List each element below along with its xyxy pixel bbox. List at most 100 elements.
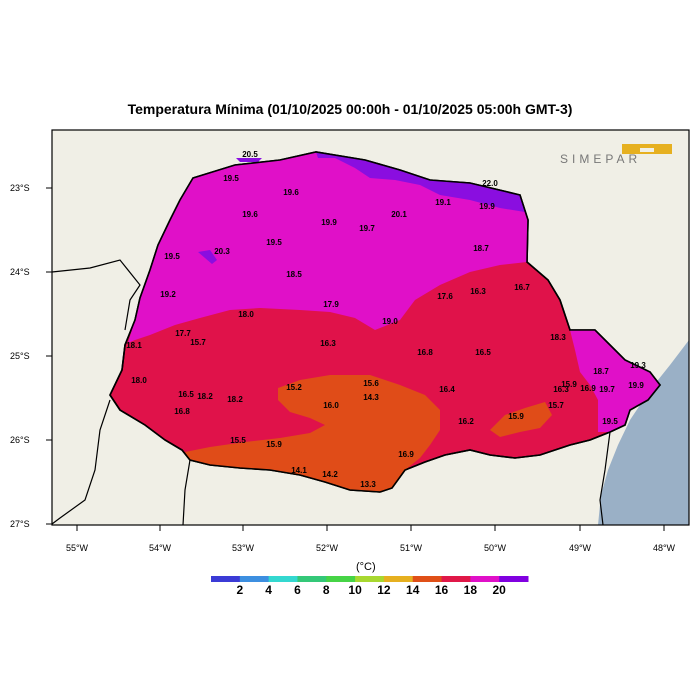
colorbar-label: 14: [406, 583, 420, 597]
station-value: 15.6: [363, 379, 379, 388]
colorbar-segment: [211, 576, 241, 582]
station-value: 18.7: [593, 367, 609, 376]
station-value: 22.0: [482, 179, 498, 188]
map-title: Temperatura Mínima (01/10/2025 00:00h - …: [127, 101, 573, 117]
ocean: [598, 340, 689, 525]
colorbar-label: 12: [377, 583, 391, 597]
station-value: 18.1: [126, 341, 142, 350]
station-value: 16.9: [580, 384, 596, 393]
station-value: 18.3: [550, 333, 566, 342]
colorbar-segment: [441, 576, 471, 582]
colorbar-label: 18: [463, 583, 478, 597]
station-value: 18.0: [238, 310, 254, 319]
station-value: 15.5: [230, 436, 246, 445]
station-value: 15.9: [508, 412, 524, 421]
station-value: 19.5: [164, 252, 180, 261]
station-value: 15.7: [548, 401, 564, 410]
colorbar-segment: [297, 576, 327, 582]
station-value: 19.6: [242, 210, 258, 219]
station-value: 16.3: [553, 385, 569, 394]
colorbar-label: 10: [348, 583, 362, 597]
station-value: 15.9: [266, 440, 282, 449]
colorbar: [211, 576, 529, 582]
station-value: 16.7: [514, 283, 530, 292]
station-value: 16.3: [320, 339, 336, 348]
station-value: 19.2: [160, 290, 176, 299]
lon-tick-54: 54°W: [149, 543, 172, 553]
zone-20-22-north: [316, 152, 525, 212]
map-frame: [51, 129, 690, 526]
colorbar-label: 20: [492, 583, 506, 597]
station-value: 19.9: [321, 218, 337, 227]
zone-14-16-east: [490, 402, 552, 437]
zone-18-20-coast: [570, 330, 660, 432]
station-value: 16.5: [178, 390, 194, 399]
colorbar-label: 8: [322, 583, 330, 597]
station-value: 16.8: [417, 348, 433, 357]
station-value: 14.1: [291, 466, 307, 475]
station-value: 19.7: [359, 224, 375, 233]
colorbar-segment: [499, 576, 529, 582]
colorbar-segment: [470, 576, 500, 582]
border-sc-east: [599, 431, 611, 526]
zone-18-20-north: [128, 152, 528, 343]
station-value: 16.4: [439, 385, 455, 394]
station-value: 14.2: [322, 470, 338, 479]
lon-tick-50: 50°W: [484, 543, 507, 553]
zone-20-22-spot: [198, 250, 217, 264]
border-argentina: [51, 399, 111, 525]
colorbar-segment: [412, 576, 443, 582]
station-labels: 20.5 19.5 19.6 22.0 19.1 19.9 19.6 19.9 20.1 19.7…: [126, 150, 646, 489]
station-value: 14.3: [363, 393, 379, 402]
station-value: 19.9: [479, 202, 495, 211]
station-value: 16.0: [323, 401, 339, 410]
station-value: 20.5: [242, 150, 258, 159]
logo-text: SIMEPAR: [560, 152, 641, 166]
station-value: 16.3: [470, 287, 486, 296]
station-value: 17.9: [323, 300, 339, 309]
station-value: 16.5: [475, 348, 491, 357]
colorbar-label: 6: [294, 583, 301, 597]
station-value: 19.3: [630, 361, 646, 370]
colorbar-segment: [383, 576, 414, 582]
station-value: 13.3: [360, 480, 376, 489]
station-value: 17.7: [175, 329, 191, 338]
lat-tick-23: 23°S: [10, 183, 30, 193]
station-value: 18.2: [227, 395, 243, 404]
state-border: [109, 151, 662, 493]
station-value: 15.9: [561, 380, 577, 389]
lat-axis: 23°S 24°S 25°S 26°S 27°S: [10, 183, 52, 529]
station-value: 19.5: [602, 417, 618, 426]
lat-tick-25: 25°S: [10, 351, 30, 361]
border-paraguay: [51, 259, 141, 331]
colorbar-label: 16: [434, 583, 449, 597]
lon-tick-51: 51°W: [400, 543, 423, 553]
station-value: 18.5: [286, 270, 302, 279]
station-value: 16.8: [174, 407, 190, 416]
station-value: 19.5: [266, 238, 282, 247]
colorbar-label: 2: [236, 583, 244, 597]
lat-tick-24: 24°S: [10, 267, 30, 277]
zone-20-22-nw: [236, 158, 262, 162]
border-sc: [182, 459, 191, 526]
station-value: 18.0: [131, 376, 147, 385]
lat-tick-27: 27°S: [10, 519, 30, 529]
zone-14-16-south: [185, 375, 440, 492]
lon-tick-49: 49°W: [569, 543, 592, 553]
station-value: 19.1: [435, 198, 451, 207]
station-value: 15.2: [286, 383, 302, 392]
lon-tick-48: 48°W: [653, 543, 676, 553]
lat-tick-26: 26°S: [10, 435, 30, 445]
station-value: 20.3: [214, 247, 230, 256]
station-value: 19.5: [223, 174, 239, 183]
station-value: 20.1: [391, 210, 407, 219]
station-value: 18.2: [197, 392, 213, 401]
colorbar-segment: [239, 576, 270, 582]
simepar-logo: SIMEPAR: [560, 144, 672, 166]
colorbar-segment: [355, 576, 385, 582]
station-value: 19.0: [382, 317, 398, 326]
lon-tick-55: 55°W: [66, 543, 89, 553]
station-value: 16.9: [398, 450, 414, 459]
lon-axis: 55°W 54°W 53°W 52°W 51°W 50°W 49°W 48°W: [66, 525, 676, 553]
